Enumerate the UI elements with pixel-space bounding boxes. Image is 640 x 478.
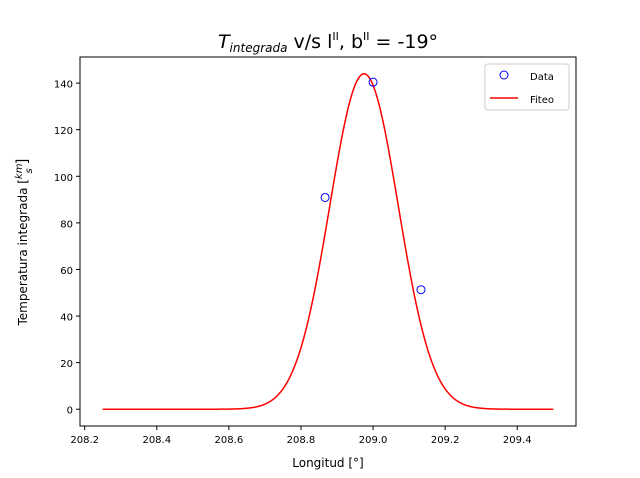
x-tick-label: 209.2 — [431, 435, 460, 446]
x-axis-label: Longitud [°] — [292, 456, 363, 470]
x-axis: 208.2 208.4 208.6 208.8 209.0 209.2 209.4 — [70, 426, 532, 446]
y-tick-label: 40 — [60, 313, 73, 324]
x-tick-label: 208.8 — [287, 435, 316, 446]
data-point — [368, 77, 378, 87]
y-tick-label: 20 — [60, 359, 73, 370]
data-points — [320, 77, 426, 295]
chart-title: Tintegrada v/s lII, bII = -19° — [218, 30, 438, 55]
y-tick-label: 140 — [54, 80, 73, 91]
legend-fit-label: Fiteo — [530, 95, 554, 106]
y-tick-label: 60 — [60, 266, 73, 277]
fit-line — [102, 73, 554, 410]
y-tick-label: 120 — [54, 126, 73, 137]
data-point — [320, 192, 330, 202]
x-tick-label: 209.4 — [503, 435, 532, 446]
legend: Data Fiteo — [484, 63, 570, 111]
legend-data-marker — [499, 70, 509, 80]
y-axis-label: Temperatura integrada [kms] — [13, 158, 35, 326]
data-point — [416, 285, 426, 295]
y-tick-label: 0 — [67, 406, 73, 417]
legend-data-label: Data — [530, 72, 554, 83]
x-tick-label: 208.4 — [142, 435, 171, 446]
x-tick-label: 208.2 — [70, 435, 99, 446]
y-tick-label: 80 — [60, 219, 73, 230]
y-axis: 0 20 40 60 80 100 120 140 — [54, 80, 80, 417]
y-tick-label: 100 — [54, 173, 73, 184]
legend-box — [484, 63, 570, 111]
plot-area — [79, 56, 577, 427]
x-tick-label: 209.0 — [359, 435, 388, 446]
x-tick-label: 208.6 — [215, 435, 244, 446]
